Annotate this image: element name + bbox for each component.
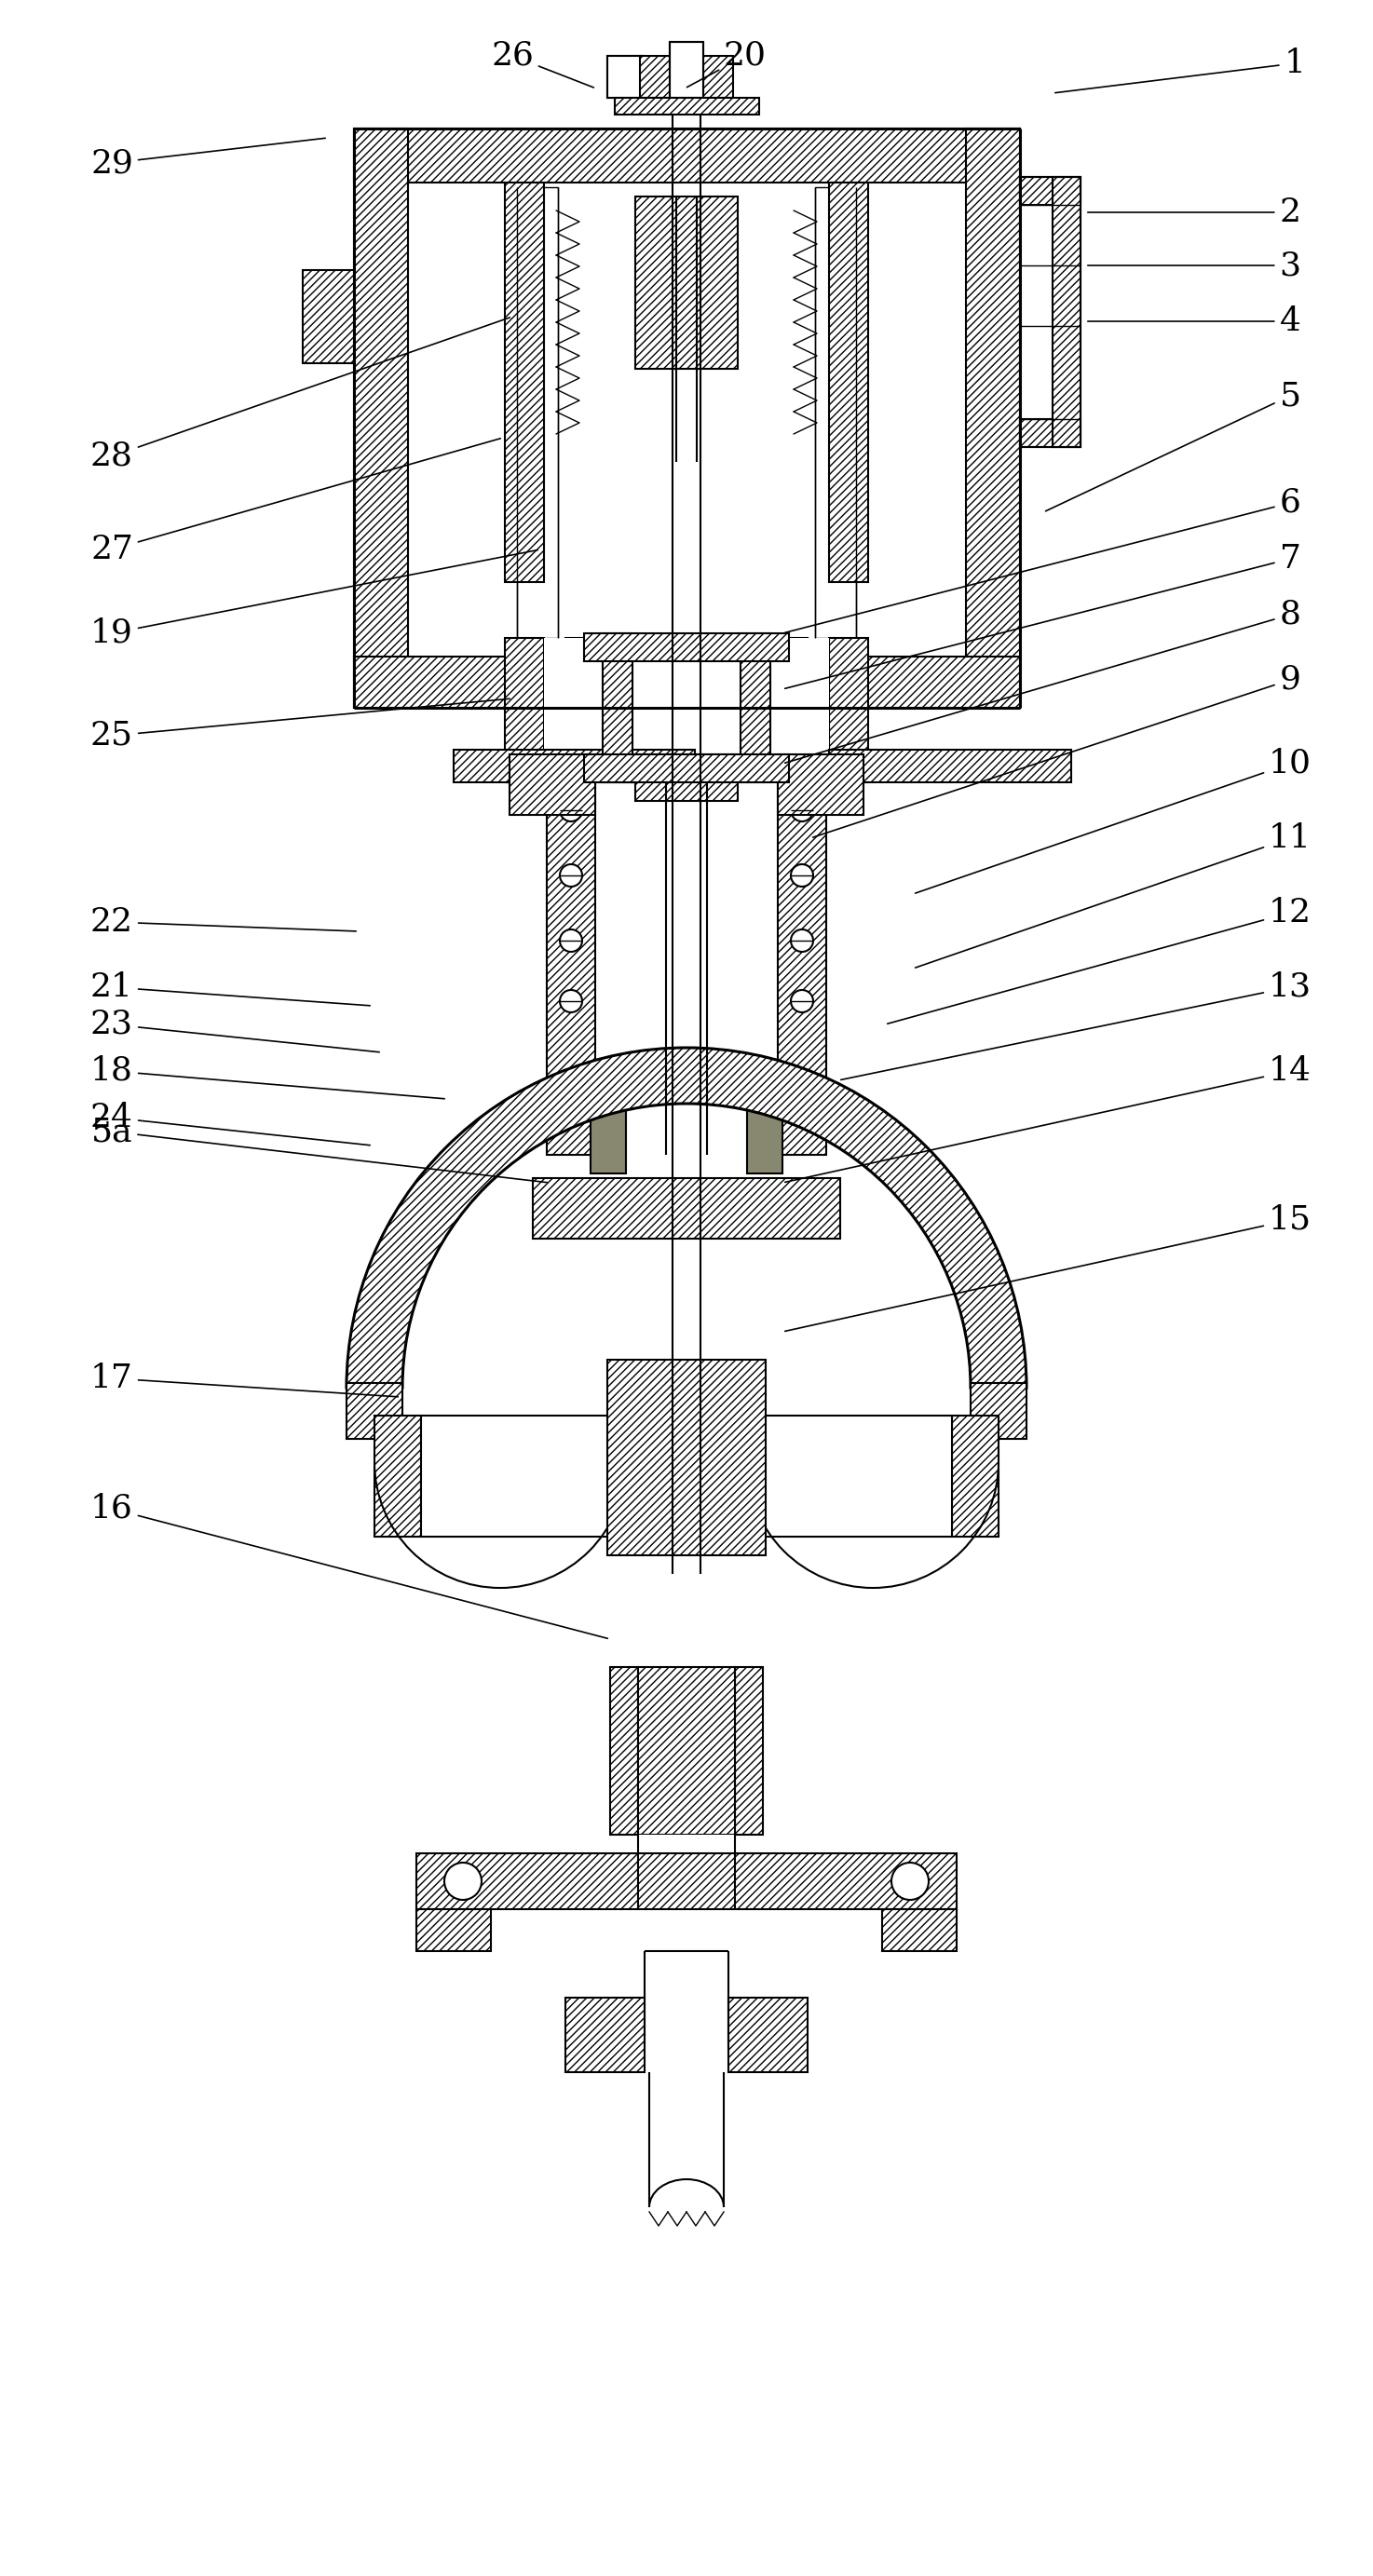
Text: 25: 25 [91, 698, 509, 752]
Bar [636, 196, 737, 368]
Text: 13: 13 [840, 971, 1311, 1079]
Bar [607, 57, 643, 98]
Text: 26: 26 [492, 41, 593, 88]
Bar [777, 755, 864, 814]
Text: 1: 1 [1054, 46, 1306, 93]
Bar [566, 639, 807, 657]
Bar [346, 1383, 402, 1440]
Circle shape [560, 799, 582, 822]
Circle shape [891, 1862, 928, 1901]
Text: 2: 2 [1087, 196, 1300, 229]
Bar [967, 129, 1020, 708]
Text: 21: 21 [91, 971, 369, 1005]
Text: 22: 22 [91, 907, 356, 938]
Circle shape [791, 930, 813, 951]
Circle shape [560, 989, 582, 1012]
Bar [607, 57, 643, 98]
Bar [777, 783, 827, 1154]
Bar [354, 657, 593, 708]
Text: 3: 3 [1087, 250, 1300, 281]
Text: 15: 15 [785, 1203, 1311, 1332]
Bar [829, 750, 1071, 783]
Circle shape [791, 989, 813, 1012]
Bar [546, 783, 596, 1154]
Bar [603, 634, 633, 783]
Bar [735, 1667, 763, 1834]
Text: 8: 8 [785, 598, 1300, 762]
Bar [951, 1417, 998, 1538]
Bar [416, 1909, 492, 1950]
Text: 9: 9 [813, 665, 1300, 837]
Bar [640, 57, 733, 98]
Bar [638, 1667, 735, 1834]
Text: 5: 5 [1046, 381, 1300, 510]
Bar [638, 1834, 735, 1909]
Bar [354, 129, 408, 708]
Circle shape [560, 866, 582, 886]
Bar [533, 1177, 840, 1239]
Bar [1053, 178, 1081, 448]
Text: 19: 19 [91, 549, 538, 649]
Circle shape [445, 1862, 482, 1901]
Bar [636, 755, 737, 801]
Bar [590, 1084, 626, 1175]
Text: 7: 7 [785, 544, 1300, 688]
Text: 24: 24 [91, 1103, 369, 1146]
Bar [816, 188, 855, 639]
Text: 18: 18 [91, 1056, 445, 1100]
Bar [544, 639, 829, 783]
Bar [670, 41, 703, 98]
Bar [584, 634, 789, 662]
Bar [644, 1950, 729, 2048]
Bar [780, 657, 1020, 708]
Text: 16: 16 [91, 1494, 608, 1638]
Bar [509, 755, 596, 814]
Bar [1020, 178, 1081, 206]
Text: 29: 29 [91, 139, 325, 178]
Wedge shape [346, 1048, 1027, 1388]
Bar [566, 1996, 644, 2071]
Bar [505, 183, 544, 582]
Bar [1020, 420, 1081, 448]
Bar [607, 1360, 766, 1556]
Text: 11: 11 [916, 822, 1311, 969]
Text: 5a: 5a [91, 1115, 546, 1182]
Bar [666, 783, 707, 1154]
Bar [453, 750, 695, 783]
Bar [881, 1909, 957, 1950]
Bar [505, 639, 544, 783]
Bar [375, 1417, 422, 1538]
Bar [747, 1417, 951, 1538]
Text: 17: 17 [91, 1363, 398, 1396]
Bar [302, 270, 354, 363]
Bar [747, 1084, 783, 1175]
Circle shape [791, 799, 813, 822]
Bar [729, 1996, 807, 2071]
Bar [615, 98, 759, 113]
Bar [518, 188, 557, 639]
Bar [422, 1417, 626, 1538]
Bar [354, 129, 1020, 183]
Circle shape [791, 866, 813, 886]
Circle shape [560, 930, 582, 951]
Text: 23: 23 [91, 1010, 379, 1051]
Text: 14: 14 [785, 1056, 1311, 1182]
Bar [829, 183, 868, 582]
Text: 6: 6 [785, 487, 1300, 634]
Bar [971, 1383, 1027, 1440]
Bar [740, 634, 770, 783]
Text: 12: 12 [887, 896, 1311, 1023]
Bar [584, 755, 789, 783]
Bar [610, 1667, 638, 1834]
Text: 20: 20 [686, 41, 766, 88]
Bar [829, 639, 868, 783]
Text: 27: 27 [91, 438, 501, 564]
Bar [416, 1852, 957, 1909]
Text: 10: 10 [916, 747, 1311, 894]
Text: 28: 28 [91, 317, 509, 471]
Text: 4: 4 [1087, 307, 1300, 337]
